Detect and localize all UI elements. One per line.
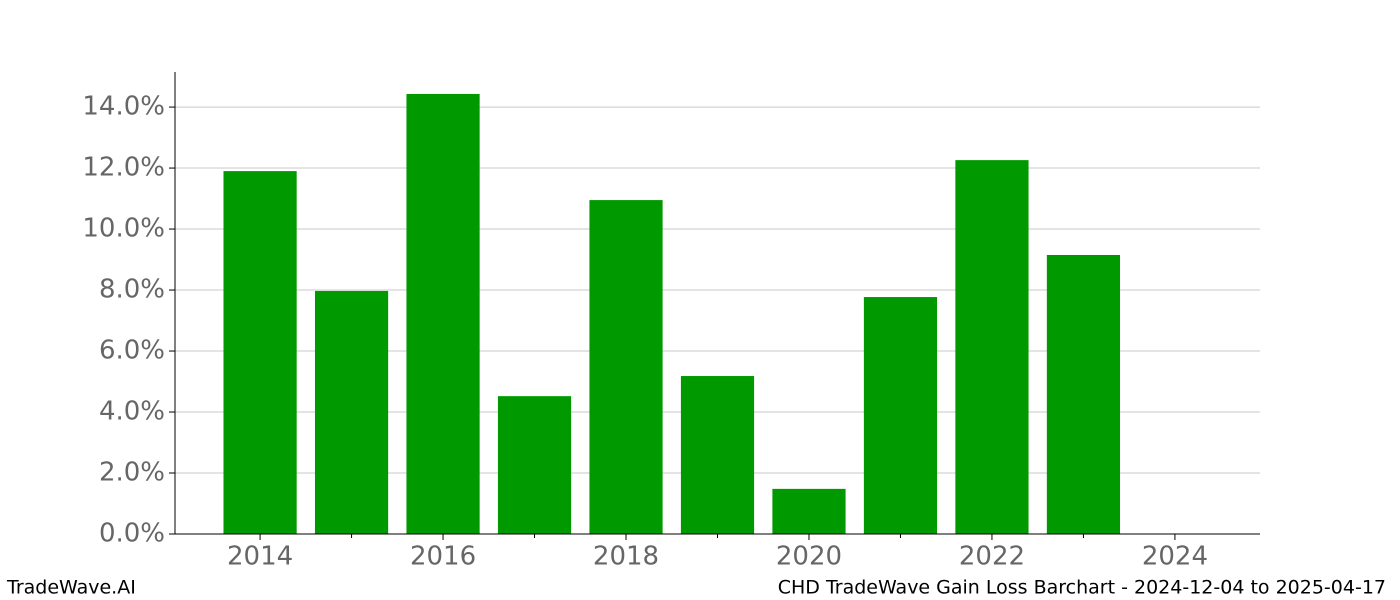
x-tick-label: 2020 bbox=[776, 542, 842, 572]
bar bbox=[680, 376, 755, 534]
bar bbox=[406, 93, 480, 535]
x-tick-label: 2018 bbox=[593, 542, 659, 572]
bar bbox=[497, 396, 572, 534]
y-tick-label: 8.0% bbox=[99, 275, 165, 305]
x-tick-label: 2024 bbox=[1142, 542, 1208, 572]
bar bbox=[589, 200, 663, 534]
bar bbox=[863, 297, 938, 534]
bar bbox=[1046, 254, 1121, 535]
bar bbox=[772, 488, 846, 534]
bar bbox=[314, 290, 389, 534]
x-tick-label: 2014 bbox=[227, 542, 293, 572]
y-tick-label: 14.0% bbox=[82, 92, 165, 122]
bar bbox=[223, 171, 297, 534]
footer-brand: TradeWave.AI bbox=[6, 577, 136, 599]
x-tick-label: 2022 bbox=[959, 542, 1025, 572]
bar bbox=[955, 160, 1029, 535]
y-tick-label: 10.0% bbox=[82, 214, 165, 244]
footer-caption: CHD TradeWave Gain Loss Barchart - 2024-… bbox=[778, 577, 1386, 599]
y-tick-label: 0.0% bbox=[99, 519, 165, 549]
y-tick-label: 4.0% bbox=[99, 397, 165, 427]
y-tick-label: 12.0% bbox=[82, 153, 165, 183]
y-tick-label: 6.0% bbox=[99, 336, 165, 366]
y-tick-label: 2.0% bbox=[99, 458, 165, 488]
x-tick-label: 2016 bbox=[410, 542, 476, 572]
